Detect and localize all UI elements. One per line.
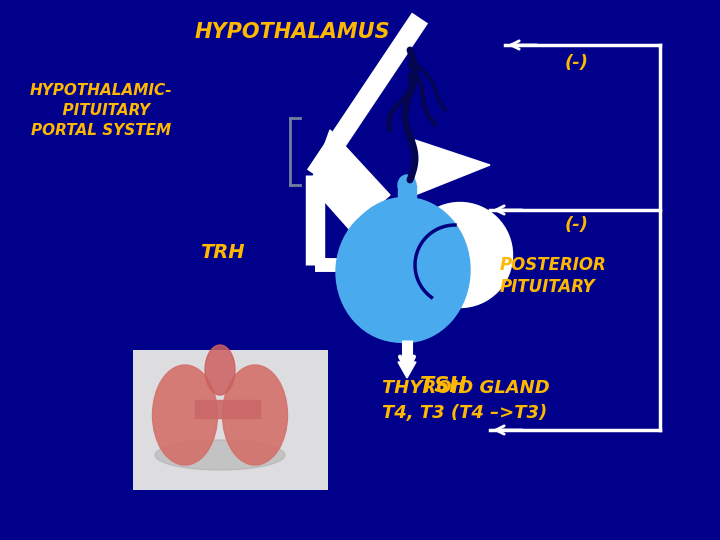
Polygon shape	[398, 362, 416, 378]
Ellipse shape	[398, 175, 416, 195]
Bar	[133, 350, 328, 490]
Ellipse shape	[340, 198, 470, 342]
Ellipse shape	[153, 365, 217, 465]
Text: (-): (-)	[565, 54, 589, 72]
Ellipse shape	[222, 365, 287, 465]
Bar	[195, 400, 260, 418]
Ellipse shape	[205, 345, 235, 395]
Polygon shape	[310, 130, 390, 230]
Ellipse shape	[408, 202, 513, 307]
Text: (-): (-)	[565, 216, 589, 234]
Ellipse shape	[336, 202, 464, 342]
Ellipse shape	[155, 440, 285, 470]
Bar	[398, 185, 416, 265]
Polygon shape	[415, 140, 490, 195]
Polygon shape	[358, 255, 375, 275]
Text: POSTERIOR
PITUITARY: POSTERIOR PITUITARY	[500, 256, 607, 296]
Text: TSH: TSH	[420, 376, 467, 396]
Text: HYPOTHALAMUS: HYPOTHALAMUS	[195, 22, 391, 42]
Text: TRH: TRH	[200, 243, 245, 262]
Text: HYPOTHALAMIC-
  PITUITARY
PORTAL SYSTEM: HYPOTHALAMIC- PITUITARY PORTAL SYSTEM	[30, 83, 173, 138]
Text: THYROID GLAND
T4, T3 (T4 –>T3): THYROID GLAND T4, T3 (T4 –>T3)	[382, 379, 550, 422]
